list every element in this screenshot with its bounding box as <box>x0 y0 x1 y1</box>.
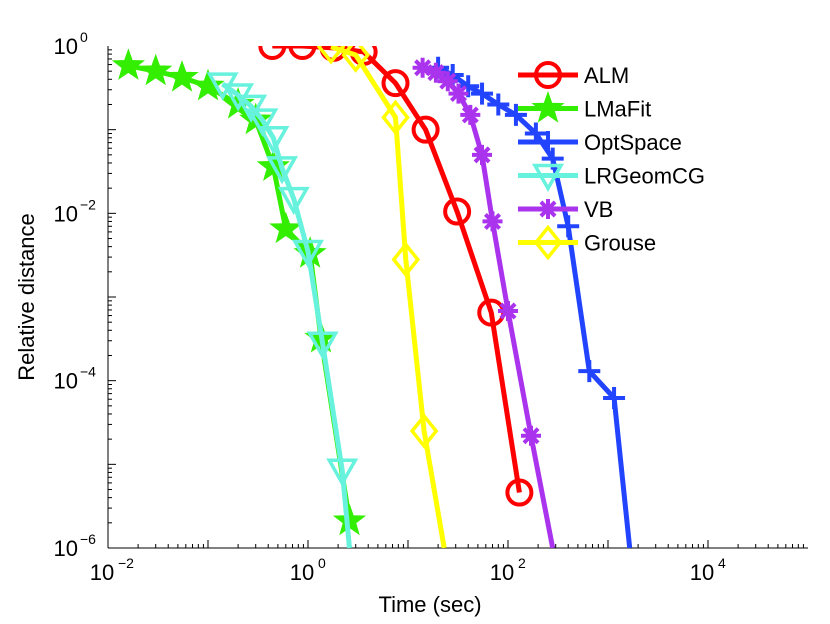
marker-triangle <box>246 108 279 137</box>
marker-circle <box>505 478 534 507</box>
x-axis-label: Time (sec) <box>378 592 481 617</box>
marker-circle <box>411 115 440 144</box>
marker-star <box>191 68 225 101</box>
marker-plus <box>504 103 527 126</box>
marker-asterisk <box>448 83 469 104</box>
marker-triangle <box>326 458 359 487</box>
series-line <box>221 82 352 548</box>
marker-diamond <box>391 241 421 278</box>
y-axis-label: Relative distance <box>14 213 39 381</box>
marker-asterisk <box>412 57 433 78</box>
legend-label: LMaFit <box>584 97 651 122</box>
marker-circle <box>258 46 287 60</box>
marker-circle <box>381 69 410 98</box>
legend-item-optspace: OptSpace <box>518 130 682 155</box>
legend-label: Grouse <box>584 231 656 256</box>
marker-asterisk <box>460 104 481 125</box>
legend-item-lrgeomcg: LRGeomCG <box>518 163 705 193</box>
series-vb <box>412 57 556 548</box>
x-tick-label-exponent: 2 <box>518 555 526 571</box>
x-tick-label: 10 <box>290 560 314 585</box>
marker-diamond <box>533 224 563 261</box>
marker-diamond <box>381 99 410 136</box>
y-tick-label-exponent: 0 <box>80 29 88 45</box>
marker-plus <box>603 387 626 410</box>
marker-star <box>531 91 565 123</box>
x-tick-label-exponent: −2 <box>118 555 134 571</box>
marker-diamond <box>341 46 370 73</box>
y-tick-label: 10 <box>54 34 78 59</box>
marker-triangle <box>292 239 324 269</box>
marker-triangle <box>235 94 268 123</box>
marker-triangle <box>257 126 290 155</box>
x-tick-label: 10 <box>490 560 514 585</box>
x-tick-label-exponent: 0 <box>318 555 326 571</box>
y-tick-label: 10 <box>54 201 78 226</box>
marker-plus <box>578 360 601 383</box>
marker-diamond <box>409 413 439 449</box>
marker-circle <box>534 61 562 89</box>
series-lrgeomcg <box>206 72 359 548</box>
marker-plus <box>487 93 510 116</box>
marker-triangle <box>266 156 299 185</box>
series-grouse <box>316 46 447 548</box>
legend-label: OptSpace <box>584 130 682 155</box>
legend-label: ALM <box>584 63 629 88</box>
legend-label: LRGeomCG <box>584 164 705 189</box>
y-tick-label: 10 <box>54 369 78 394</box>
marker-asterisk <box>521 425 541 446</box>
marker-asterisk <box>425 62 446 83</box>
marker-star <box>139 53 173 86</box>
legend-item-lmafit: LMaFit <box>518 91 651 123</box>
legend-item-grouse: Grouse <box>518 224 656 261</box>
y-tick-label: 10 <box>54 536 78 561</box>
marker-asterisk <box>498 301 518 321</box>
marker-asterisk <box>472 144 492 165</box>
marker-triangle <box>306 331 339 360</box>
axes: 10 −2 10 0 10 2 10 410 010 −210 −410 −6 <box>54 29 808 585</box>
y-tick-label-exponent: −2 <box>80 196 96 212</box>
marker-plus <box>537 131 559 153</box>
legend: ALM LMaFit OptSpace LRGeomCG VB Grouse <box>518 61 705 261</box>
marker-plus <box>557 215 580 238</box>
series-layer <box>111 46 633 548</box>
marker-star <box>111 48 146 80</box>
legend-item-alm: ALM <box>518 61 629 89</box>
series-line <box>330 46 447 548</box>
marker-asterisk <box>538 199 558 219</box>
marker-star <box>269 211 303 244</box>
marker-triangle <box>532 163 564 193</box>
legend-item-vb: VB <box>518 197 613 222</box>
x-tick-label: 10 <box>90 560 114 585</box>
x-tick-label: 10 <box>690 560 714 585</box>
y-tick-label-exponent: −6 <box>80 531 96 547</box>
series-optspace <box>427 56 633 548</box>
marker-circle <box>288 46 317 60</box>
marker-circle <box>443 197 472 226</box>
marker-triangle <box>277 186 310 216</box>
marker-star <box>165 60 199 92</box>
x-tick-label-exponent: 4 <box>718 555 726 571</box>
marker-plus <box>471 82 494 105</box>
marker-diamond <box>316 46 346 65</box>
y-tick-label-exponent: −4 <box>80 364 96 380</box>
legend-label: VB <box>584 197 613 222</box>
marker-asterisk <box>482 211 503 232</box>
marker-asterisk <box>437 71 458 92</box>
